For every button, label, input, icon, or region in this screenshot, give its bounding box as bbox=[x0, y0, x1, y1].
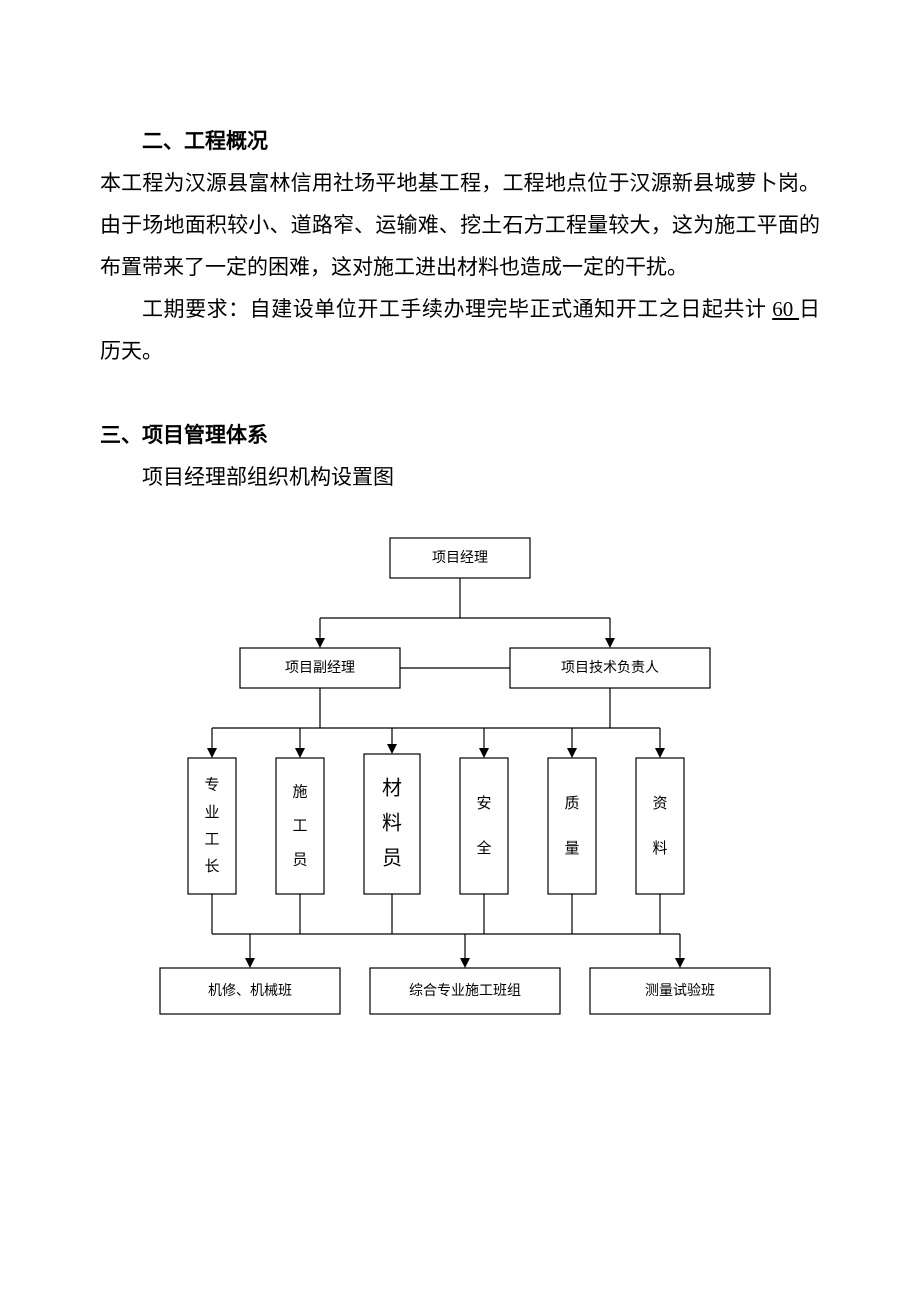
svg-text:料: 料 bbox=[652, 840, 667, 857]
svg-text:项目经理: 项目经理 bbox=[432, 550, 488, 566]
svg-text:施: 施 bbox=[292, 783, 307, 800]
svg-text:工: 工 bbox=[292, 818, 307, 834]
section-3-heading: 三、项目管理体系 bbox=[100, 414, 820, 456]
svg-text:工: 工 bbox=[204, 832, 219, 848]
svg-text:综合专业施工班组: 综合专业施工班组 bbox=[409, 983, 521, 999]
svg-text:安: 安 bbox=[476, 795, 491, 812]
svg-text:材: 材 bbox=[382, 777, 402, 800]
svg-text:资: 资 bbox=[652, 795, 667, 812]
svg-text:全: 全 bbox=[476, 839, 491, 857]
svg-text:员: 员 bbox=[292, 852, 307, 868]
spacer bbox=[100, 372, 820, 414]
section-3-subheading: 项目经理部组织机构设置图 bbox=[100, 456, 820, 498]
org-chart-container: 项目经理项目副经理项目技术负责人专业工长施工员材料员安全质量资料机修、机械班综合… bbox=[100, 528, 820, 1048]
svg-text:机修、机械班: 机修、机械班 bbox=[208, 983, 292, 999]
svg-text:料: 料 bbox=[382, 812, 402, 835]
section-2-para-1: 本工程为汉源县富林信用社场平地基工程，工程地点位于汉源新县城萝卜岗。由于场地面积… bbox=[100, 162, 820, 288]
org-chart: 项目经理项目副经理项目技术负责人专业工长施工员材料员安全质量资料机修、机械班综合… bbox=[130, 528, 790, 1048]
section-2-heading: 二、工程概况 bbox=[100, 120, 820, 162]
svg-text:项目技术负责人: 项目技术负责人 bbox=[561, 660, 659, 676]
svg-text:测量试验班: 测量试验班 bbox=[645, 983, 715, 999]
svg-text:项目副经理: 项目副经理 bbox=[285, 660, 355, 676]
para2-pre: 工期要求：自建设单位开工手续办理完毕正式通知开工之日起共计 bbox=[142, 297, 772, 321]
document-page: 二、工程概况 本工程为汉源县富林信用社场平地基工程，工程地点位于汉源新县城萝卜岗… bbox=[0, 0, 920, 1128]
svg-text:长: 长 bbox=[204, 858, 219, 875]
svg-text:专: 专 bbox=[204, 777, 219, 794]
svg-text:量: 量 bbox=[564, 841, 579, 857]
para2-underlined-days: 60 bbox=[772, 297, 799, 321]
svg-text:质: 质 bbox=[564, 795, 579, 812]
svg-text:员: 员 bbox=[382, 848, 402, 870]
section-2-para-2: 工期要求：自建设单位开工手续办理完毕正式通知开工之日起共计 60 日历天。 bbox=[100, 288, 820, 372]
svg-text:业: 业 bbox=[204, 804, 219, 821]
